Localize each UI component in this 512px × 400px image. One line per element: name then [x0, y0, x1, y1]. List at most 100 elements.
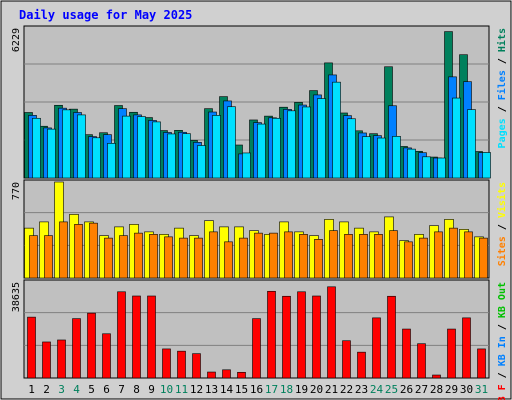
day-label: 9: [148, 383, 155, 396]
bar-sites-9: [149, 234, 158, 279]
bar-pages-7: [122, 115, 131, 179]
panel-legend: Sites / Visits: [496, 182, 508, 266]
series-kb-f: [27, 286, 486, 379]
panel-legend: KB F / KB In / KB Out: [497, 282, 508, 400]
bar-sites-22: [344, 234, 353, 279]
day-label: 29: [445, 383, 458, 396]
bar-kb-f-19: [297, 291, 306, 379]
legend-entry: Sites: [496, 236, 508, 266]
day-label: 24: [370, 383, 384, 396]
bar-pages-1: [32, 117, 41, 179]
bar-pages-3: [62, 109, 71, 179]
bar-pages-29: [452, 97, 461, 179]
bar-kb-f-27: [417, 343, 426, 379]
series-visits: [24, 181, 484, 279]
panel-max-label: 38635: [11, 282, 22, 312]
bar-sites-25: [389, 230, 398, 279]
bar-pages-2: [47, 128, 56, 179]
legend-entry: /: [497, 218, 508, 236]
bar-kb-f-24: [372, 317, 381, 379]
bar-sites-10: [164, 236, 173, 279]
day-label: 4: [73, 383, 80, 396]
bar-pages-27: [422, 156, 431, 179]
bar-sites-1: [29, 235, 38, 279]
day-label: 1: [28, 383, 35, 396]
day-label: 17: [265, 383, 278, 396]
day-label: 28: [430, 383, 443, 396]
bar-sites-27: [419, 237, 428, 279]
chart-title: Daily usage for May 2025: [19, 8, 192, 22]
bar-pages-18: [287, 110, 296, 179]
bar-pages-31: [482, 152, 491, 179]
bar-sites-7: [119, 235, 128, 279]
day-label: 7: [118, 383, 125, 396]
series-pages: [32, 81, 491, 179]
bar-pages-22: [347, 118, 356, 179]
day-label: 8: [133, 383, 140, 396]
bar-sites-16: [254, 232, 263, 279]
bar-sites-26: [404, 241, 413, 279]
bar-kb-f-21: [327, 286, 336, 379]
bar-pages-15: [242, 152, 251, 179]
bar-kb-f-31: [477, 348, 486, 379]
bar-kb-f-28: [432, 374, 441, 379]
series-sites: [29, 221, 488, 279]
bar-kb-f-8: [132, 295, 141, 379]
legend-entry: KB F: [497, 384, 508, 400]
bar-pages-12: [197, 145, 206, 179]
bar-sites-4: [74, 224, 83, 279]
bar-kb-f-25: [387, 295, 396, 379]
bar-kb-f-2: [42, 341, 51, 379]
bar-kb-f-4: [72, 318, 81, 379]
bar-sites-24: [374, 234, 383, 279]
bar-pages-8: [137, 116, 146, 179]
day-label: 13: [205, 383, 218, 396]
day-label: 25: [385, 383, 398, 396]
legend-entry: Pages: [497, 118, 508, 148]
day-label: 3: [58, 383, 65, 396]
panel-max-label: 6229: [11, 28, 22, 52]
bar-pages-20: [317, 98, 326, 179]
bar-sites-5: [89, 222, 98, 279]
day-label: 19: [295, 383, 308, 396]
bar-sites-14: [224, 241, 233, 279]
bar-sites-11: [179, 237, 188, 279]
legend-entry: KB In: [497, 336, 508, 366]
legend-entry: KB Out: [497, 282, 508, 318]
day-label: 11: [175, 383, 188, 396]
day-label: 27: [415, 383, 428, 396]
legend-entry: /: [497, 366, 508, 384]
day-label: 20: [310, 383, 323, 396]
bar-pages-13: [212, 115, 221, 179]
bar-sites-2: [44, 235, 53, 279]
bar-pages-16: [257, 123, 266, 179]
bar-pages-11: [182, 133, 191, 179]
bar-kb-f-9: [147, 295, 156, 379]
bar-kb-f-7: [117, 291, 126, 379]
bar-kb-f-5: [87, 312, 96, 379]
bar-sites-28: [434, 231, 443, 279]
bar-sites-31: [479, 237, 488, 279]
bar-sites-21: [329, 230, 338, 279]
bar-sites-30: [464, 231, 473, 279]
bar-pages-25: [392, 136, 401, 179]
day-labels: 1 2 3 4 5 6 7 8 9 10 11 12 13 14 15 16 17 18 19 20 21 22 23 24 2…: [28, 383, 488, 396]
bar-kb-f-10: [162, 348, 171, 379]
bar-pages-23: [362, 136, 371, 179]
bar-kb-f-11: [177, 350, 186, 379]
bar-pages-28: [437, 157, 446, 179]
bar-sites-17: [269, 232, 278, 279]
bar-pages-24: [377, 137, 386, 179]
bar-pages-14: [227, 106, 236, 179]
bar-kb-f-15: [237, 371, 246, 379]
bar-kb-f-1: [27, 316, 36, 379]
bar-sites-29: [449, 227, 458, 279]
bar-kb-f-23: [357, 351, 366, 379]
bar-kb-f-20: [312, 295, 321, 379]
bar-kb-f-12: [192, 353, 201, 379]
day-label: 31: [475, 383, 488, 396]
bar-kb-f-30: [462, 317, 471, 379]
legend-entry: /: [497, 52, 508, 70]
